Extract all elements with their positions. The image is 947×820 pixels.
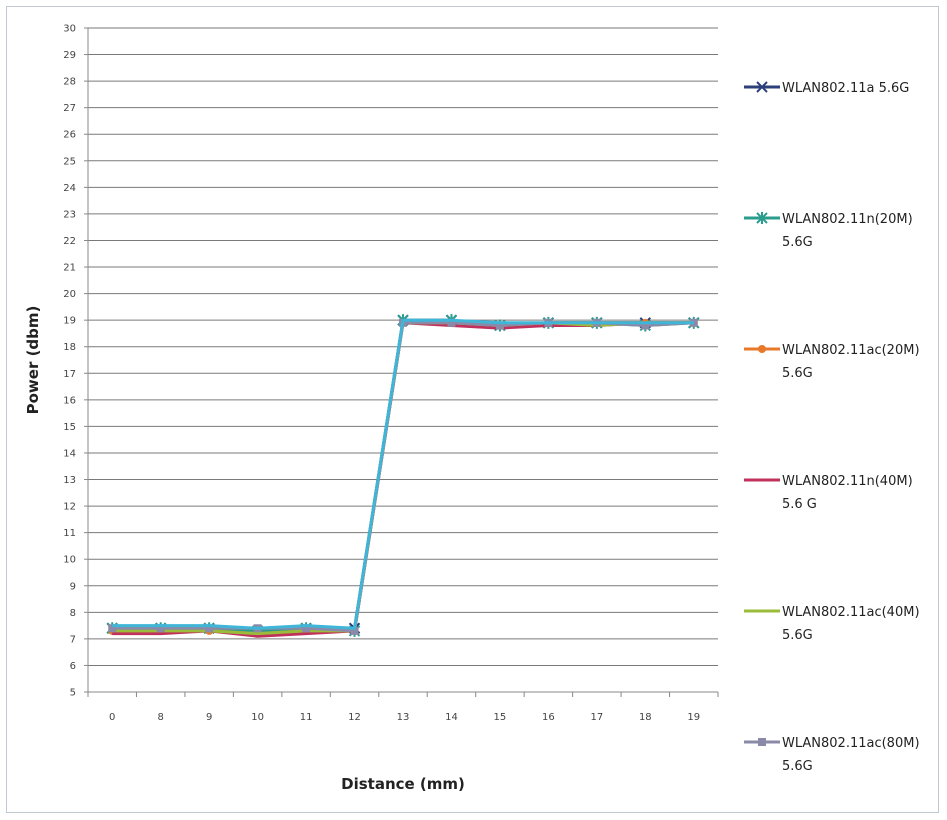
legend-swatch-marker [758, 345, 766, 353]
series-0 [106, 314, 700, 637]
chart-frame [6, 6, 939, 813]
y-tick-label: 6 [70, 661, 76, 672]
legend-label-line2: 5.6G [782, 759, 813, 774]
y-tick-label: 10 [63, 555, 76, 566]
data-point [495, 321, 504, 330]
y-tick-label: 30 [63, 24, 76, 35]
series-1 [106, 314, 700, 637]
legend-entry: WLAN802.11ac(80M) 5.6G [744, 736, 920, 774]
legend-label: WLAN802.11ac(80M) [782, 736, 920, 751]
y-tick-label: 29 [63, 50, 76, 61]
x-axis-title: Distance (mm) [341, 775, 465, 793]
y-tick-label: 12 [63, 502, 76, 513]
legend-label: WLAN802.11n(40M) [782, 474, 913, 489]
series-line [112, 318, 694, 633]
series-line [112, 318, 694, 630]
data-point [156, 624, 165, 633]
y-tick-label: 14 [63, 448, 76, 459]
y-tick-label: 24 [63, 183, 76, 194]
x-tick-label: 0 [109, 712, 115, 723]
data-point [447, 318, 456, 327]
legend-label: WLAN802.11ac(20M) [782, 343, 920, 358]
x-tick-label: 9 [206, 712, 212, 723]
y-axis-title: Power (dbm) [24, 306, 42, 415]
y-tick-label: 21 [63, 263, 76, 274]
y-tick-label: 23 [63, 209, 76, 220]
x-tick-label: 18 [639, 712, 652, 723]
legend-entry: WLAN802.11n(40M) 5.6 G [744, 474, 913, 512]
series-line [112, 321, 694, 636]
legend-entry: WLAN802.11ac(20M) 5.6G [744, 343, 920, 381]
series-line [112, 321, 694, 636]
x-axis-ticks: 0 8 9 10 11 12 13 14 15 16 17 18 19 [87, 692, 719, 723]
x-tick-label: 19 [687, 712, 700, 723]
x-tick-label: 15 [494, 712, 507, 723]
x-tick-label: 11 [300, 712, 313, 723]
series-line [112, 321, 694, 633]
y-axis-ticks: 5 6 7 8 9 10 11 12 13 14 15 16 17 18 19 20 21 22 23 24 25 26 2… [63, 24, 88, 699]
x-tick-label: 10 [251, 712, 264, 723]
x-tick-label: 14 [445, 712, 458, 723]
y-tick-label: 28 [63, 77, 76, 88]
x-tick-label: 17 [590, 712, 603, 723]
legend-swatch-marker [756, 212, 768, 224]
x-tick-label: 16 [542, 712, 555, 723]
y-tick-label: 8 [70, 608, 76, 619]
y-tick-label: 7 [70, 634, 76, 645]
x-tick-label: 12 [348, 712, 361, 723]
legend-entry: WLAN802.11n(20M) 5.6G [744, 212, 913, 250]
series-group [106, 314, 700, 638]
legend-entry: WLAN802.11a 5.6G [744, 81, 909, 96]
series-line [112, 318, 694, 633]
y-tick-label: 17 [63, 369, 76, 380]
series-2 [108, 318, 698, 638]
y-tick-label: 13 [63, 475, 76, 486]
series-5 [108, 318, 698, 635]
y-tick-label: 18 [63, 342, 76, 353]
grid-lines [88, 27, 718, 666]
y-tick-label: 27 [63, 103, 76, 114]
y-tick-label: 9 [70, 581, 76, 592]
y-tick-label: 16 [63, 395, 76, 406]
y-tick-label: 11 [63, 528, 76, 539]
legend-swatch-marker [758, 738, 766, 746]
x-tick-label: 13 [397, 712, 410, 723]
series-4 [112, 321, 694, 636]
data-point [302, 624, 311, 633]
data-point [205, 624, 214, 633]
y-tick-label: 26 [63, 130, 76, 141]
y-tick-label: 25 [63, 156, 76, 167]
legend-label-line2: 5.6G [782, 366, 813, 381]
y-tick-label: 19 [63, 316, 76, 327]
data-point [641, 321, 650, 330]
y-tick-label: 22 [63, 236, 76, 247]
legend-entry: WLAN802.11ac(40M) 5.6G [744, 605, 920, 643]
y-tick-label: 5 [70, 688, 76, 699]
data-point [350, 626, 359, 635]
legend-label-line2: 5.6G [782, 628, 813, 643]
y-tick-label: 15 [63, 422, 76, 433]
legend-label-line2: 5.6G [782, 235, 813, 250]
legend-label: WLAN802.11n(20M) [782, 212, 913, 227]
legend-label: WLAN802.11a 5.6G [782, 81, 909, 96]
legend: WLAN802.11a 5.6GWLAN802.11n(20M)5.6GWLAN… [744, 81, 920, 774]
y-tick-label: 20 [63, 289, 76, 300]
series-6 [112, 318, 694, 630]
legend-label: WLAN802.11ac(40M) [782, 605, 920, 620]
x-tick-label: 8 [158, 712, 164, 723]
legend-label-line2: 5.6 G [782, 497, 817, 512]
axes [87, 28, 718, 693]
legend-swatch-marker [756, 81, 768, 93]
data-point [108, 624, 117, 633]
